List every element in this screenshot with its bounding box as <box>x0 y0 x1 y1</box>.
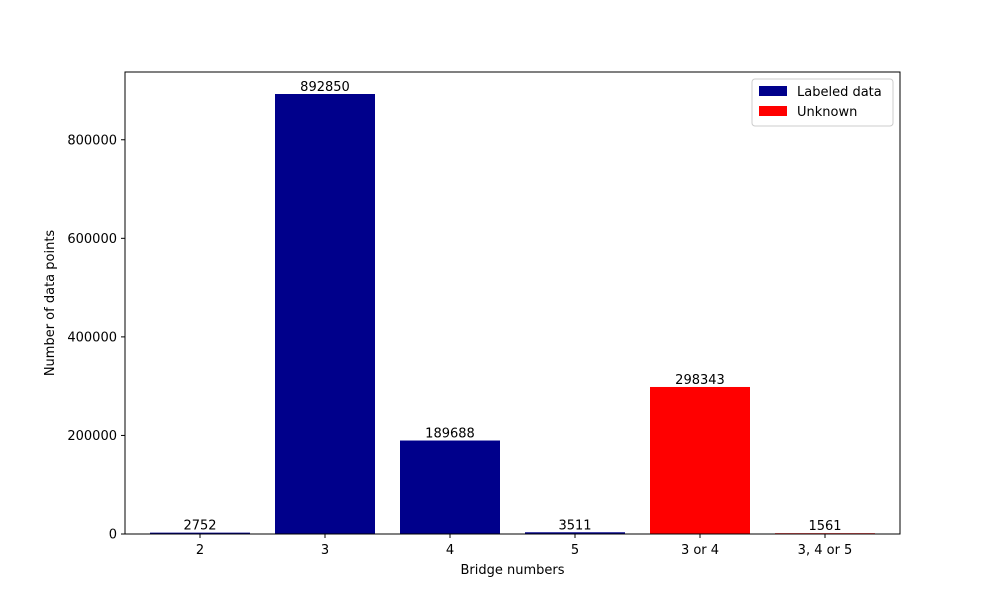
bars-group <box>150 94 875 534</box>
bar-3 <box>525 532 625 534</box>
x-tick-label-5: 3, 4 or 5 <box>798 543 853 558</box>
y-tick-label-2: 400000 <box>67 330 117 345</box>
legend-box <box>751 78 894 127</box>
y-tick-label-0: 0 <box>109 528 117 543</box>
data-label-3: 3511 <box>558 518 591 533</box>
axes-group: 2 3 4 5 3 or 4 3, 4 or 5 0 200000 400000 600000 80… <box>67 133 852 558</box>
x-tick-label-0: 2 <box>196 543 204 558</box>
y-tick-label-3: 600000 <box>67 232 117 247</box>
x-tick-label-4: 3 or 4 <box>681 543 719 558</box>
legend: Labeled data Unknown <box>751 78 894 127</box>
legend-swatch-labeled <box>759 86 787 96</box>
data-label-1: 892850 <box>300 80 350 95</box>
x-axis-title: Bridge numbers <box>460 563 564 578</box>
y-axis-title: Number of data points <box>43 230 58 377</box>
data-label-2: 189688 <box>425 427 475 442</box>
data-label-4: 298343 <box>675 373 725 388</box>
bar-4 <box>650 386 750 534</box>
data-labels-group: 2752 892850 189688 3511 298343 1561 <box>183 80 841 534</box>
legend-label-unknown: Unknown <box>797 105 857 120</box>
bar-1 <box>275 94 375 534</box>
legend-swatch-unknown <box>759 106 787 116</box>
x-tick-label-2: 4 <box>446 543 454 558</box>
plot-frame <box>124 71 901 535</box>
bar-0 <box>150 532 250 534</box>
x-tick-label-3: 5 <box>571 543 579 558</box>
y-tick-label-4: 800000 <box>67 133 117 148</box>
bar-2 <box>400 440 500 534</box>
y-tick-label-1: 200000 <box>67 429 117 444</box>
legend-label-labeled: Labeled data <box>797 85 882 100</box>
x-tick-label-1: 3 <box>321 543 329 558</box>
data-label-0: 2752 <box>183 519 216 534</box>
data-label-5: 1561 <box>808 519 841 534</box>
